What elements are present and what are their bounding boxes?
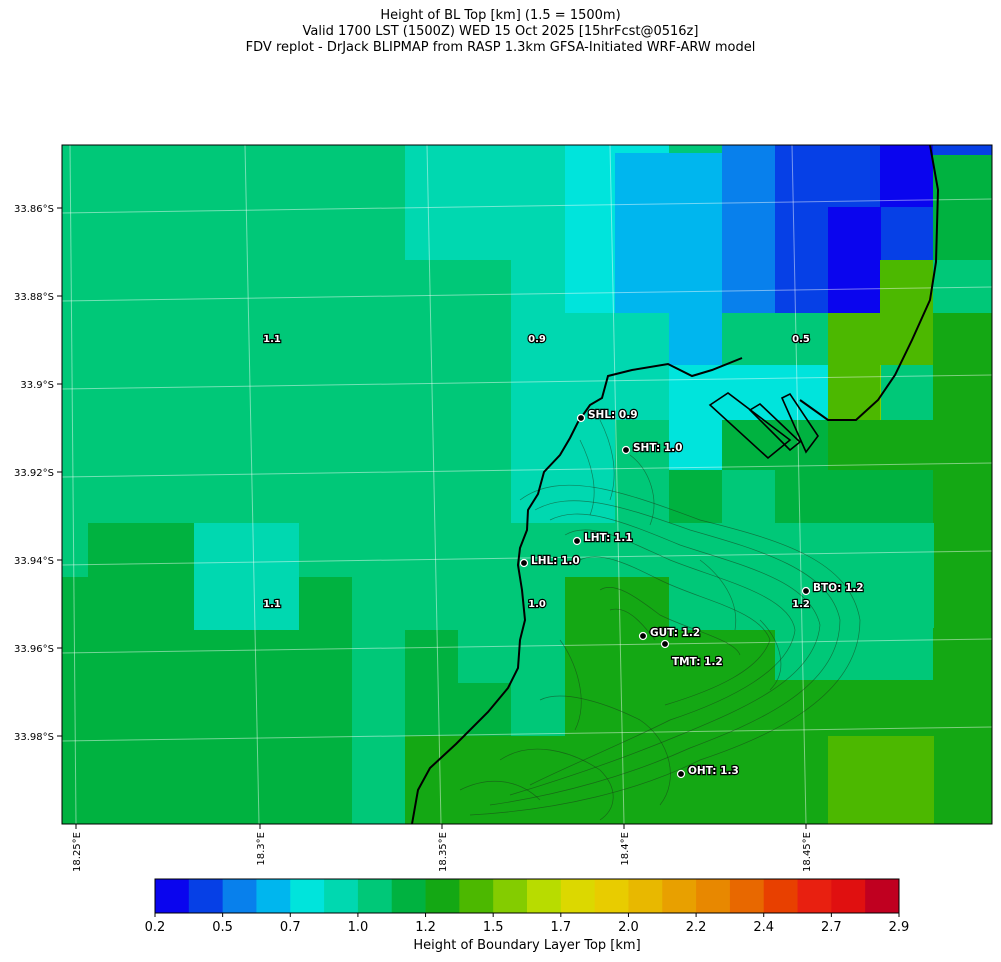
lat-tick-label: 33.98°S <box>14 732 54 743</box>
lat-tick-label: 33.88°S <box>14 292 54 303</box>
station-label: TMT: 1.2 <box>672 656 723 668</box>
lat-tick-label: 33.96°S <box>14 644 54 655</box>
map-frame <box>61 144 993 825</box>
colorbar-label: Height of Boundary Layer Top [km] <box>413 938 640 953</box>
colorbar-tick-label: 2.9 <box>889 920 910 935</box>
station-markers <box>519 413 811 779</box>
title-line-3: FDV replot - DrJack BLIPMAP from RASP 1.… <box>245 40 756 55</box>
colorbar-cell <box>493 879 528 913</box>
lon-axis: 18.25°E 18.3°E 18.35°E 18.4°E 18.45°E <box>72 824 813 872</box>
lat-tick-label: 33.86°S <box>14 204 54 215</box>
colorbar-tick-label: 1.7 <box>550 920 571 935</box>
colorbar-cell <box>155 879 190 913</box>
grid-value-label: 0.9 <box>528 334 546 345</box>
grid-value-label: 1.1 <box>263 334 281 345</box>
colorbar-cell <box>594 879 629 913</box>
colorbar-frame <box>154 878 900 914</box>
colorbar-cell <box>290 879 325 913</box>
station-marker[interactable] <box>621 445 631 455</box>
colorbar <box>155 879 900 913</box>
grid-value-label: 1.0 <box>528 599 546 610</box>
station-marker[interactable] <box>519 558 529 568</box>
harbour-outline <box>708 392 819 460</box>
grid-value-label: 0.5 <box>792 334 810 345</box>
grid-value-label: 1.2 <box>792 599 810 610</box>
colorbar-cell <box>662 879 697 913</box>
station-marker[interactable] <box>638 631 648 641</box>
colorbar-cell <box>696 879 731 913</box>
colorbar-cell <box>628 879 663 913</box>
title-line-1: Height of BL Top [km] (1.5 = 1500m) <box>380 8 621 23</box>
lon-tick-label: 18.45°E <box>802 832 813 872</box>
colorbar-tick-label: 2.4 <box>753 920 774 935</box>
colorbar-tick-label: 0.5 <box>212 920 233 935</box>
map-area <box>62 145 992 824</box>
lon-tick-label: 18.4°E <box>620 832 631 866</box>
station-marker[interactable] <box>801 586 811 596</box>
title-line-2: Valid 1700 LST (1500Z) WED 15 Oct 2025 [… <box>302 24 699 39</box>
colorbar-tick-label: 1.0 <box>348 920 369 935</box>
colorbar-cell <box>357 879 393 913</box>
colorbar-tick-label: 2.2 <box>686 920 707 935</box>
colorbar-cell <box>797 879 832 913</box>
terrain-contours <box>459 419 861 821</box>
coastline <box>411 357 743 824</box>
colorbar-cell <box>459 879 494 913</box>
colorbar-cell <box>763 879 799 913</box>
station-marker[interactable] <box>660 639 670 649</box>
colorbar-tick-label: 1.5 <box>483 920 504 935</box>
colorbar-tick-label: 1.2 <box>415 920 436 935</box>
colorbar-cell <box>188 879 224 913</box>
lon-tick-label: 18.35°E <box>438 832 449 872</box>
colorbar-tick-label: 2.7 <box>821 920 842 935</box>
colorbar-tick-label: 0.2 <box>145 920 166 935</box>
lat-axis: 33.86°S 33.88°S 33.9°S 33.92°S 33.94°S 3… <box>14 204 62 743</box>
station-label: OHT: 1.3 <box>688 765 739 777</box>
lon-tick-label: 18.25°E <box>72 832 83 872</box>
lon-tick-label: 18.3°E <box>256 832 267 866</box>
station-label: LHT: 1.1 <box>584 532 633 544</box>
colorbar-cell <box>729 879 765 913</box>
station-marker[interactable] <box>572 536 582 546</box>
colorbar-cell <box>560 879 596 913</box>
colorbar-ticks: 0.2 0.5 0.7 1.0 1.2 1.5 1.7 2.0 2.2 2.4 2.7 2.9 <box>145 913 910 935</box>
station-marker[interactable] <box>576 413 586 423</box>
colorbar-tick-label: 2.0 <box>618 920 639 935</box>
colorbar-cell <box>865 879 900 913</box>
lat-tick-label: 33.94°S <box>14 556 54 567</box>
colorbar-cell <box>324 879 359 913</box>
lat-tick-label: 33.9°S <box>20 380 54 391</box>
graticule <box>62 145 992 824</box>
grid-value-label: 1.1 <box>263 599 281 610</box>
station-marker[interactable] <box>676 769 686 779</box>
coastline-east <box>799 145 940 421</box>
station-label: SHT: 1.0 <box>633 442 682 454</box>
colorbar-cell <box>391 879 427 913</box>
lat-tick-label: 33.92°S <box>14 468 54 479</box>
colorbar-cell <box>425 879 460 913</box>
station-label: SHL: 0.9 <box>588 409 638 421</box>
colorbar-cell <box>256 879 291 913</box>
station-label: LHL: 1.0 <box>531 555 580 567</box>
colorbar-tick-label: 0.7 <box>280 920 301 935</box>
station-label: GUT: 1.2 <box>650 627 700 639</box>
colorbar-cell <box>527 879 562 913</box>
colorbar-cell <box>831 879 866 913</box>
colorbar-cell <box>222 879 257 913</box>
station-label: BTO: 1.2 <box>813 582 864 594</box>
